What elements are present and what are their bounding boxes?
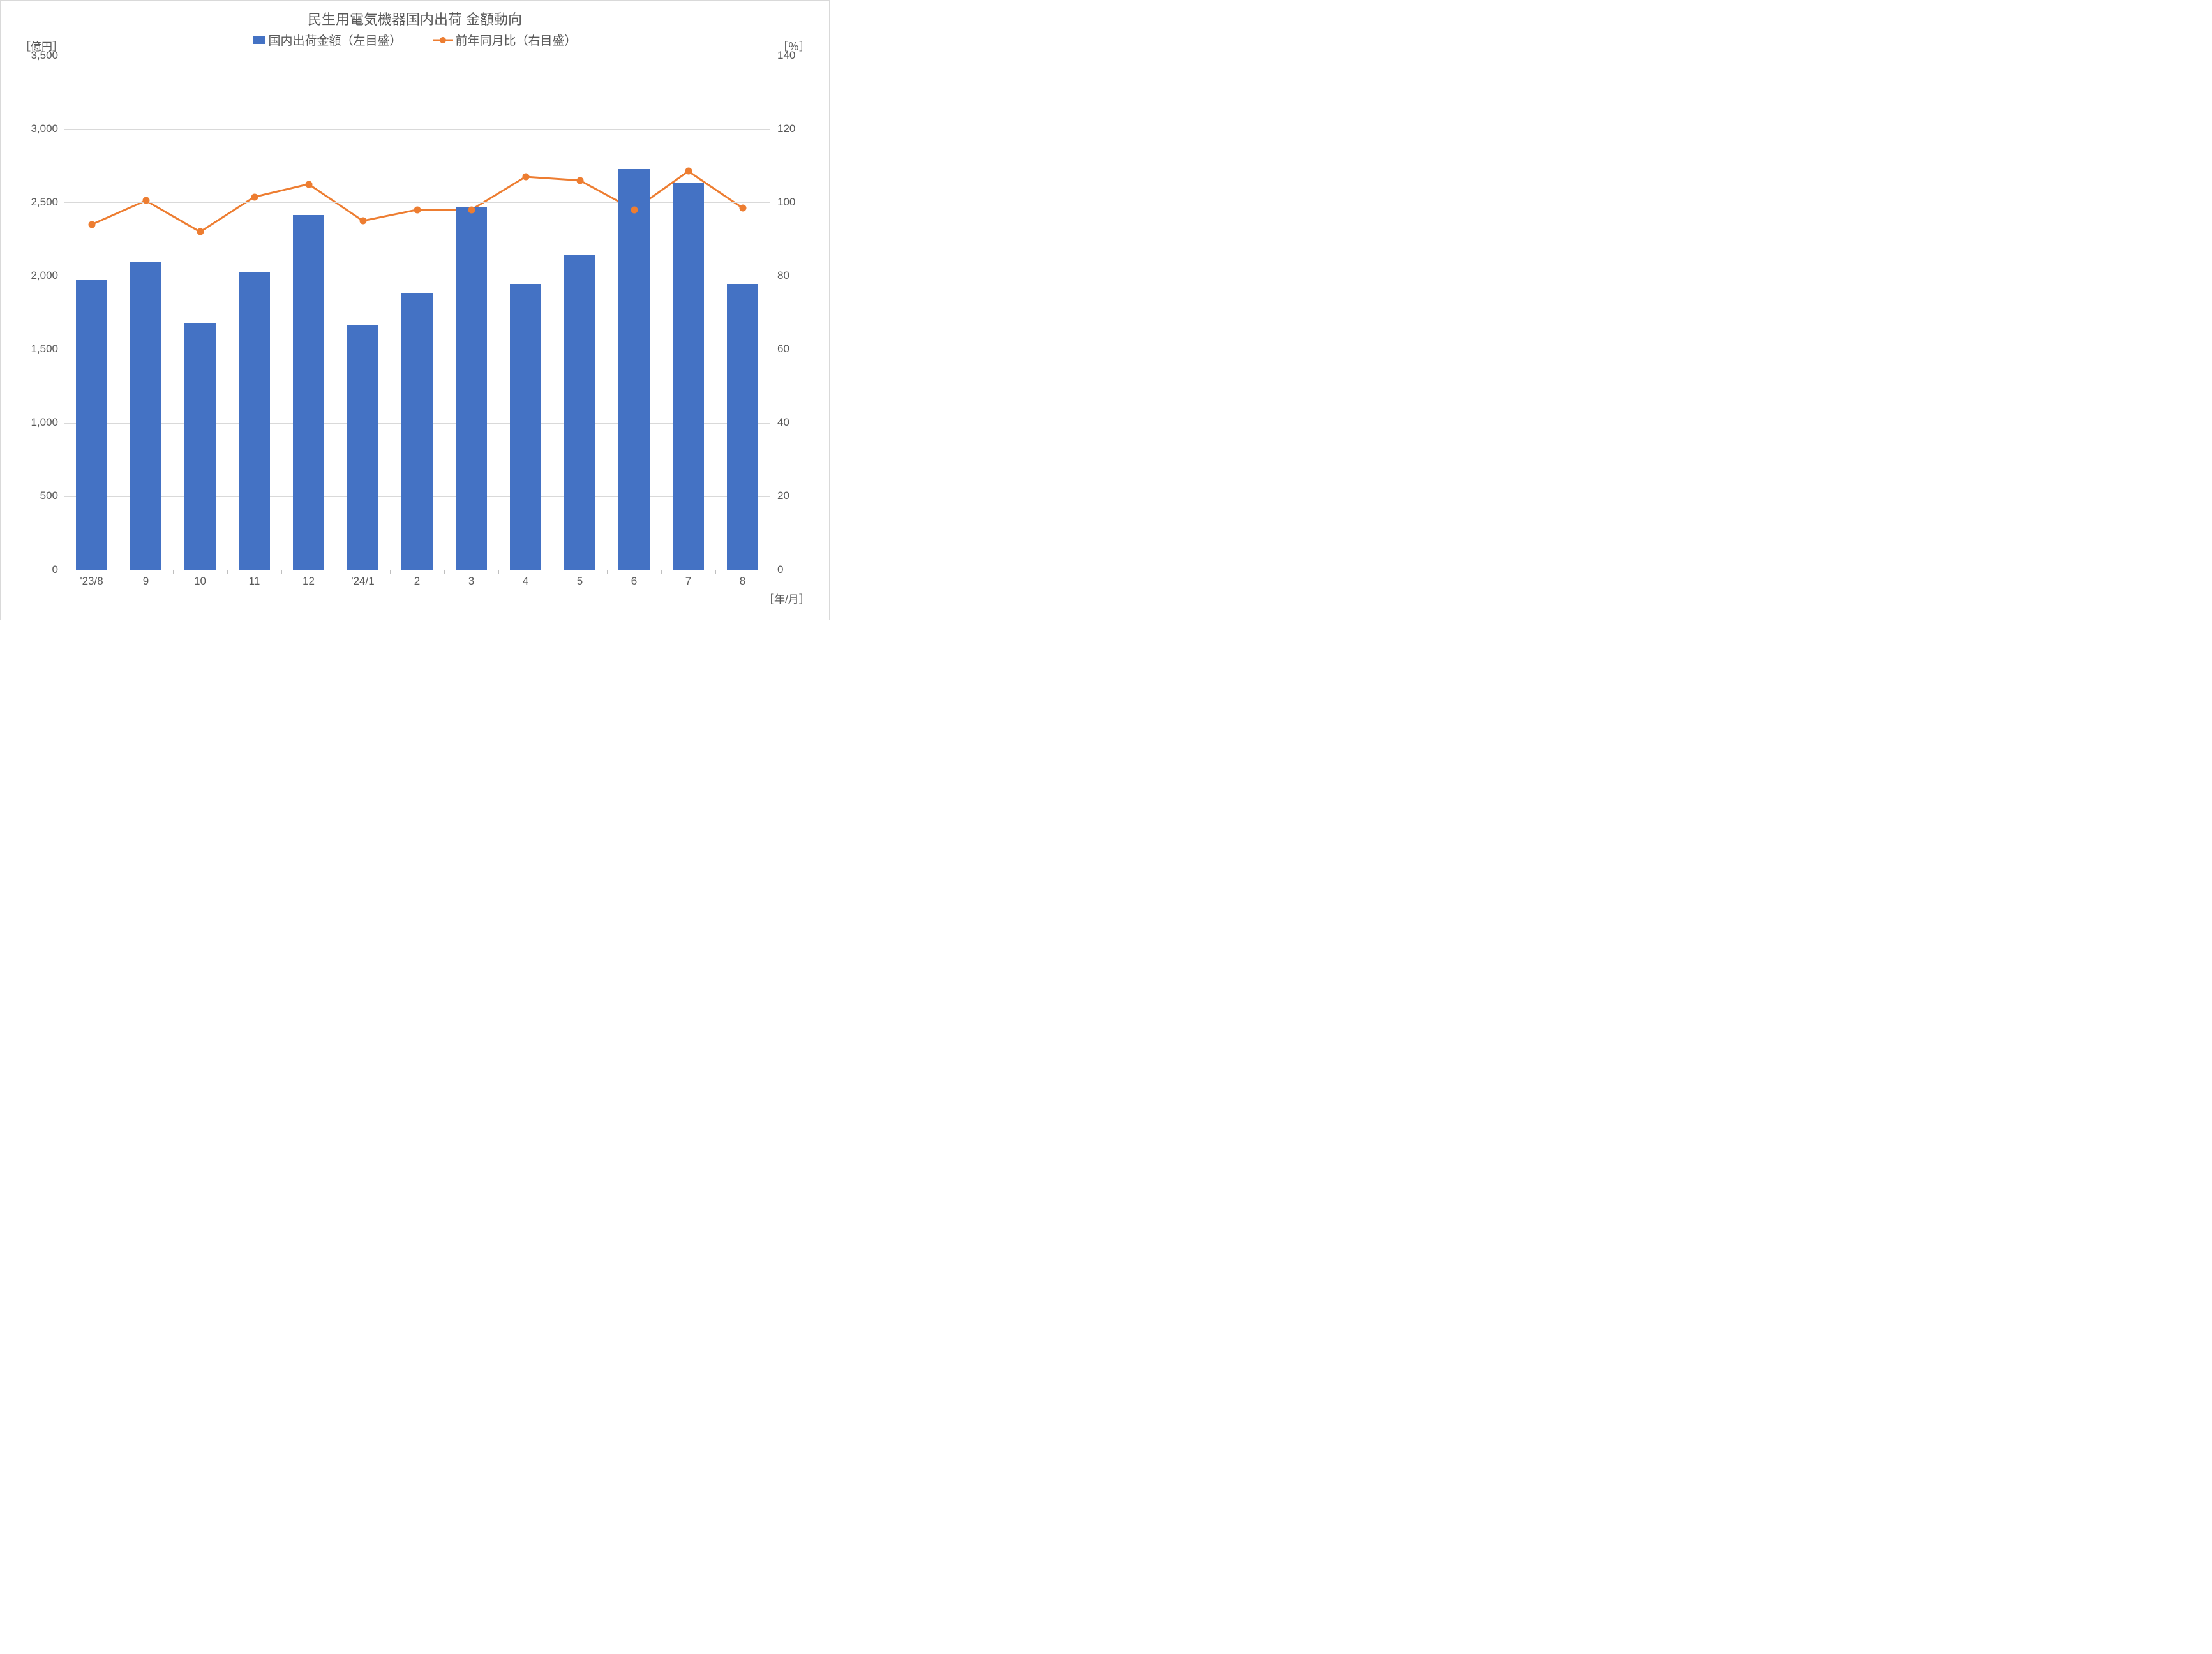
ytick-right: 0	[777, 563, 783, 576]
chart-legend: 国内出荷金額（左目盛） 前年同月比（右目盛）	[1, 31, 829, 48]
ytick-left: 1,000	[31, 416, 58, 429]
xtick: 6	[631, 575, 637, 588]
line-marker	[739, 204, 746, 211]
gridline	[64, 129, 770, 130]
xtick: 2	[414, 575, 420, 588]
bar	[76, 280, 107, 570]
bar	[130, 262, 161, 570]
xtick: '24/1	[351, 575, 374, 588]
xtick-mark	[498, 570, 499, 574]
ytick-right: 120	[777, 123, 795, 135]
bar	[401, 293, 433, 570]
ytick-right: 60	[777, 343, 789, 355]
axis-unit-x: ［年/月］	[763, 590, 810, 606]
line-marker	[522, 173, 529, 180]
line-marker	[468, 206, 475, 213]
bar	[618, 169, 650, 570]
xtick: 8	[740, 575, 745, 588]
bar	[293, 215, 324, 570]
legend-label-bars: 国内出荷金額（左目盛）	[268, 31, 401, 48]
xtick: 7	[685, 575, 691, 588]
legend-item-bars: 国内出荷金額（左目盛）	[253, 31, 401, 48]
legend-item-line: 前年同月比（右目盛）	[433, 31, 577, 48]
plot-area	[64, 56, 770, 570]
xtick: 12	[303, 575, 315, 588]
line-marker	[414, 206, 421, 213]
line-marker	[251, 193, 258, 200]
xtick: 10	[194, 575, 206, 588]
xtick-mark	[444, 570, 445, 574]
xtick-mark	[661, 570, 662, 574]
ytick-left: 3,500	[31, 49, 58, 62]
xtick: 9	[143, 575, 149, 588]
line-marker	[576, 177, 583, 184]
line-marker	[305, 181, 312, 188]
xtick: '23/8	[80, 575, 103, 588]
line-marker	[631, 206, 638, 213]
xtick-mark	[607, 570, 608, 574]
ytick-left: 2,500	[31, 196, 58, 209]
xtick: 3	[468, 575, 474, 588]
ytick-left: 2,000	[31, 269, 58, 282]
legend-label-line: 前年同月比（右目盛）	[456, 31, 577, 48]
xtick: 11	[249, 575, 260, 588]
xtick-mark	[390, 570, 391, 574]
bar	[564, 255, 595, 570]
xtick-mark	[173, 570, 174, 574]
ytick-right: 40	[777, 416, 789, 429]
xtick-mark	[227, 570, 228, 574]
bar	[239, 272, 270, 570]
line-marker	[88, 221, 95, 228]
legend-line-swatch	[433, 36, 453, 45]
ytick-right: 80	[777, 269, 789, 282]
xtick: 5	[577, 575, 583, 588]
line-marker	[685, 168, 692, 175]
bar	[184, 323, 216, 570]
ytick-left: 0	[52, 563, 58, 576]
ytick-left: 3,000	[31, 123, 58, 135]
xtick-mark	[281, 570, 282, 574]
xtick-mark	[715, 570, 716, 574]
bar	[673, 183, 704, 570]
bar	[347, 325, 378, 570]
line-marker	[142, 197, 149, 204]
ytick-left: 500	[40, 489, 58, 502]
legend-bar-swatch	[253, 36, 265, 44]
chart-title: 民生用電気機器国内出荷 金額動向	[1, 8, 829, 29]
gridline	[64, 202, 770, 203]
ytick-right: 20	[777, 489, 789, 502]
ytick-right: 100	[777, 196, 795, 209]
xtick: 4	[523, 575, 528, 588]
chart-container: 民生用電気機器国内出荷 金額動向 国内出荷金額（左目盛） 前年同月比（右目盛） …	[0, 0, 830, 620]
line-marker	[359, 218, 366, 225]
bar	[456, 207, 487, 570]
bar	[727, 284, 758, 570]
ytick-right: 140	[777, 49, 795, 62]
bar	[510, 284, 541, 570]
ytick-left: 1,500	[31, 343, 58, 355]
line-marker	[197, 228, 204, 235]
